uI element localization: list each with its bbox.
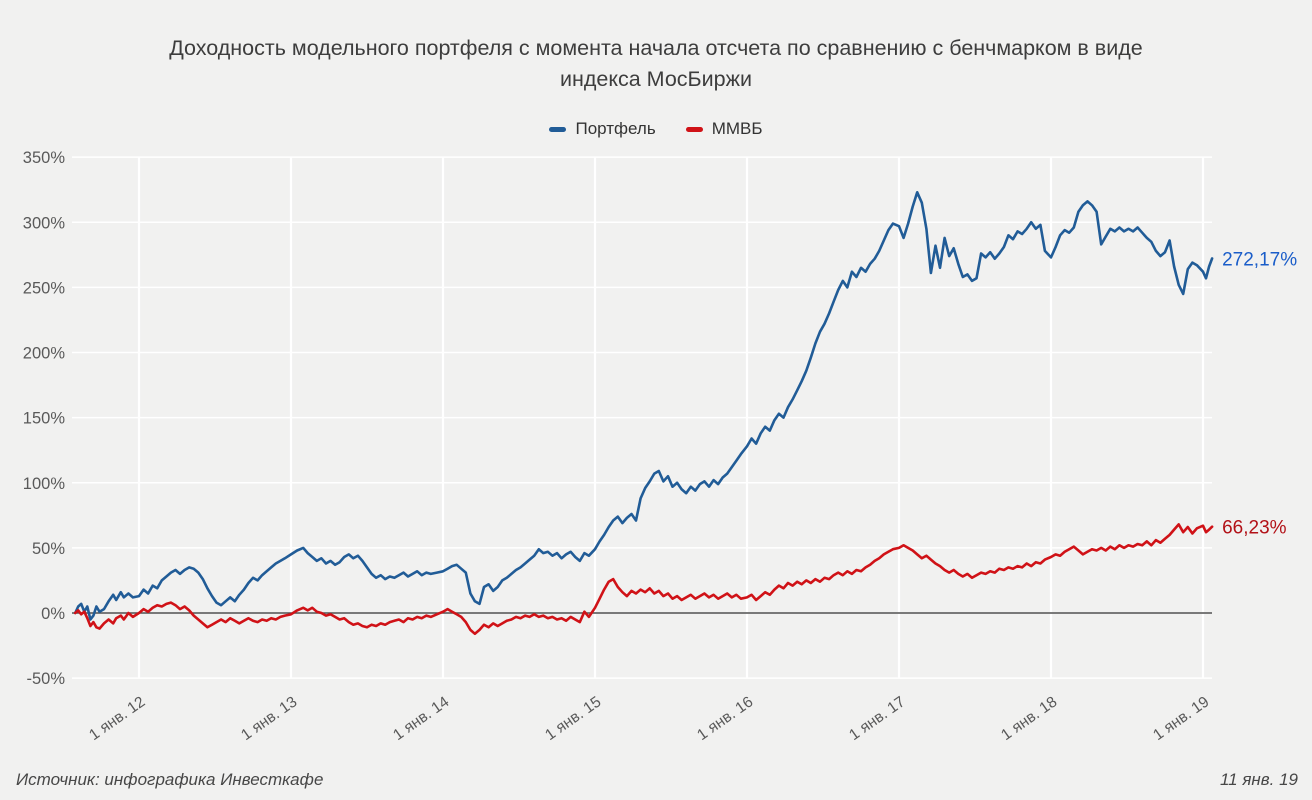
x-axis-tick-label: 1 янв. 12 — [86, 693, 148, 744]
as-of-date: 11 янв. 19 — [1219, 770, 1298, 789]
y-axis-tick-label: 350% — [23, 149, 66, 167]
x-axis-tick-label: 1 янв. 15 — [542, 693, 604, 744]
legend-item-micex: ММВБ — [685, 119, 763, 139]
x-axis-tick-label: 1 янв. 14 — [390, 693, 452, 744]
source-credit: Источник: инфографика Инвесткафе — [16, 770, 324, 789]
y-axis-tick-label: -50% — [26, 670, 65, 688]
x-axis-tick-label: 1 янв. 17 — [846, 693, 908, 744]
y-axis-tick-label: 100% — [23, 475, 66, 493]
series-end-value-micex: 66,23% — [1222, 518, 1287, 539]
chart-legend: Портфель ММВБ — [0, 119, 1312, 139]
legend-label-portfolio: Портфель — [575, 119, 656, 138]
returns-line-chart: 350% 300% 250% 200% 150% 100% 50% 0% -50% 1 янв. … — [23, 149, 1297, 744]
x-axis-tick-label: 1 янв. 19 — [1150, 693, 1212, 744]
x-axis-tick-label: 1 янв. 18 — [998, 693, 1060, 744]
micex-series-marker-icon — [685, 126, 703, 132]
chart-title-line1: Доходность модельного портфеля с момента… — [169, 36, 1143, 60]
legend-item-portfolio: Портфель — [549, 119, 656, 139]
x-axis-tick-label: 1 янв. 13 — [238, 693, 300, 744]
y-axis-tick-label: 50% — [32, 540, 65, 558]
y-axis-tick-label: 300% — [23, 214, 66, 232]
portfolio-series-marker-icon — [549, 126, 567, 132]
series-line-portfolio — [73, 191, 1214, 621]
series-line-micex — [73, 523, 1214, 636]
chart-title-line2: индекса МосБиржи — [559, 67, 753, 91]
x-axis-tick-label: 1 янв. 16 — [694, 693, 756, 744]
y-axis-tick-label: 200% — [23, 345, 66, 363]
y-axis-tick-label: 150% — [23, 410, 66, 428]
legend-label-micex: ММВБ — [711, 119, 763, 138]
y-axis-tick-label: 0% — [41, 605, 65, 623]
series-end-value-portfolio: 272,17% — [1222, 249, 1297, 270]
y-axis-tick-label: 250% — [23, 279, 66, 297]
chart-title: Доходность модельного портфеля с момента… — [0, 33, 1312, 95]
